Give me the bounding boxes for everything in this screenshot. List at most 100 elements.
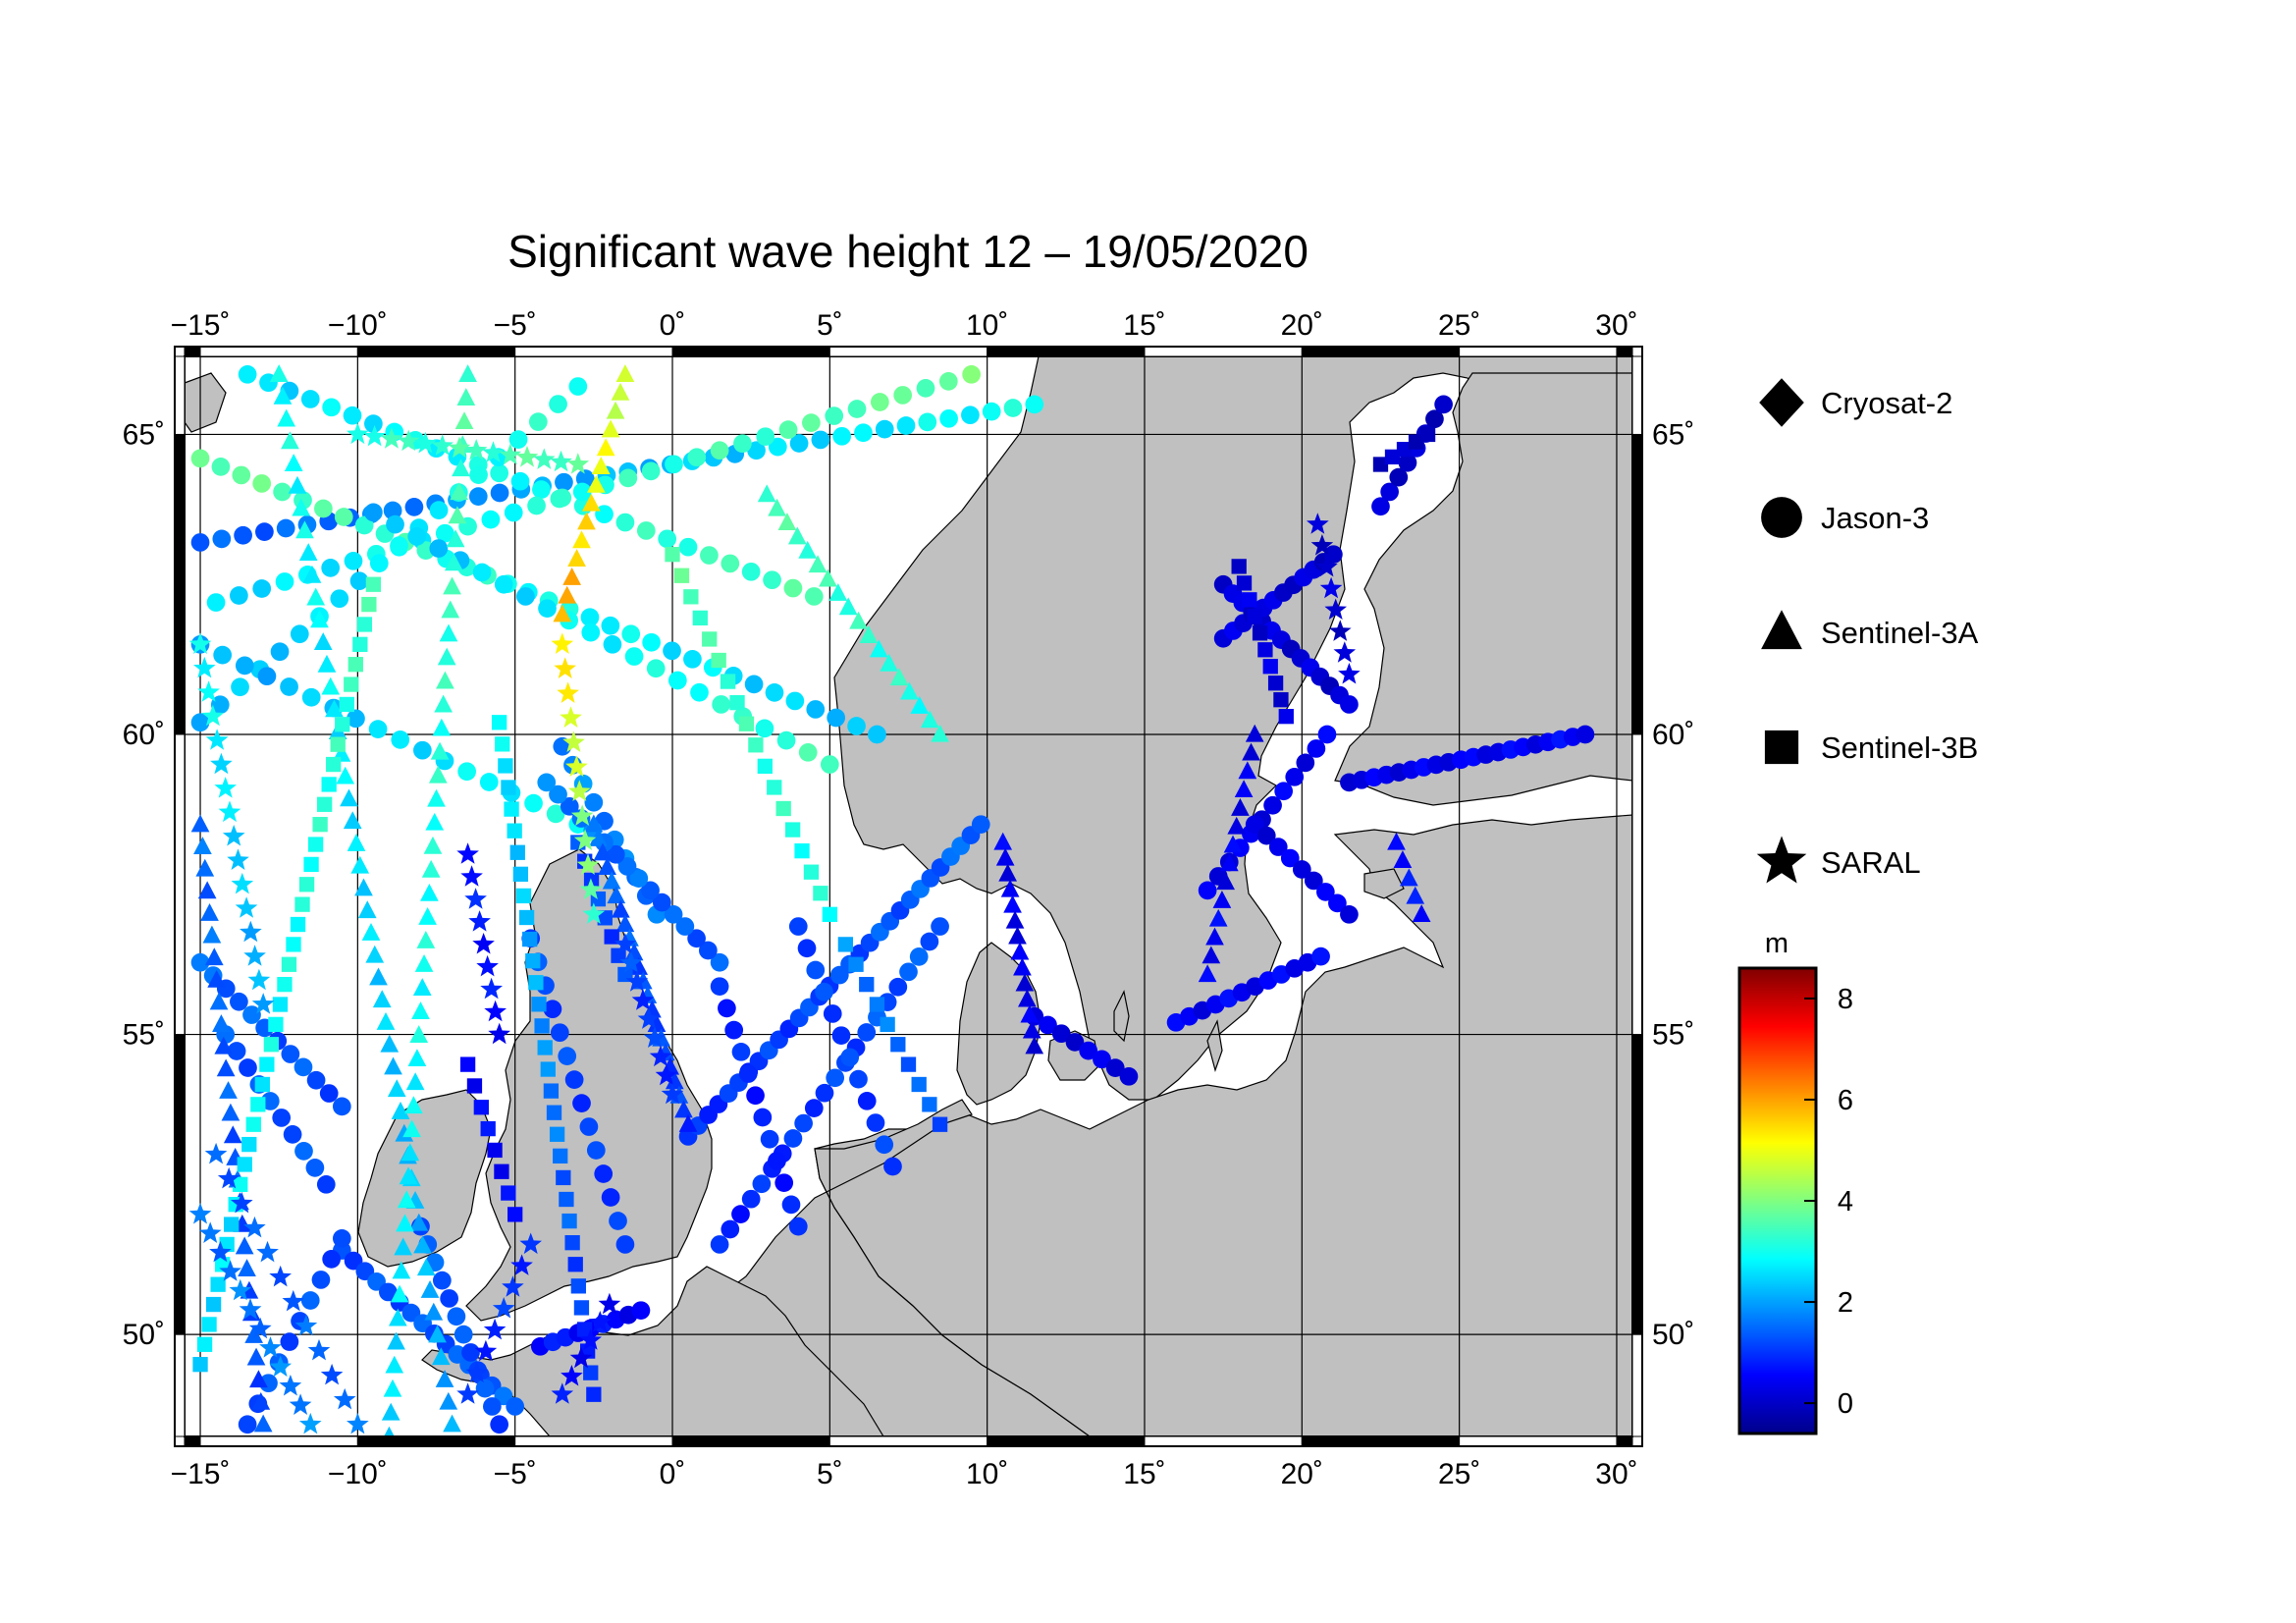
track-point <box>588 1311 612 1332</box>
track-point <box>665 455 683 474</box>
frame-band-bottom <box>671 1435 830 1447</box>
track-point <box>504 503 523 522</box>
track-point <box>995 847 1015 866</box>
track-point <box>1008 926 1027 945</box>
track-point <box>397 1190 416 1209</box>
track-point <box>518 909 535 926</box>
track-point <box>1434 395 1453 414</box>
track-point <box>567 1257 583 1272</box>
lon-tick-label-bottom: 25˚ <box>1438 1458 1480 1490</box>
track-point <box>472 933 495 954</box>
track-point <box>246 1347 266 1366</box>
lon-tick-label-top: 5˚ <box>817 309 843 342</box>
track-point <box>480 1120 496 1137</box>
track-point <box>490 463 509 483</box>
track-point <box>330 589 349 609</box>
track-point <box>570 804 594 826</box>
track-point <box>457 762 476 782</box>
track-point <box>731 1042 751 1061</box>
track-point <box>197 680 220 702</box>
track-point <box>492 1297 515 1319</box>
track-point <box>576 853 600 875</box>
track-point <box>564 1070 584 1089</box>
track-point <box>394 1237 413 1256</box>
track-point <box>450 482 469 501</box>
track-point <box>753 1108 773 1127</box>
legend-item-sentinel-3a: Sentinel-3A <box>1761 610 1979 650</box>
lon-tick-label-bottom: 20˚ <box>1281 1458 1323 1490</box>
track-point <box>712 695 730 714</box>
track-point <box>458 364 477 382</box>
track-point <box>568 780 591 801</box>
track-point <box>290 624 309 644</box>
track-point <box>472 563 492 582</box>
lon-tick-label-bottom: −5˚ <box>494 1458 537 1490</box>
track-point <box>765 683 784 702</box>
lon-tick-label-top: 10˚ <box>966 309 1008 342</box>
track-point <box>1234 780 1254 798</box>
lat-tick-label-left: 55˚ <box>123 1019 165 1052</box>
track-point <box>286 937 301 952</box>
track-point <box>501 780 516 795</box>
track-point <box>459 1056 476 1072</box>
track-point <box>365 576 382 592</box>
track-point <box>219 1236 235 1253</box>
land-france <box>421 1266 885 1437</box>
track-point <box>476 954 499 977</box>
track-point <box>890 1037 906 1053</box>
lat-tick-label-right: 65˚ <box>1652 418 1694 451</box>
track-point <box>235 1236 254 1255</box>
track-point <box>1119 1066 1139 1086</box>
track-point <box>322 1250 341 1269</box>
track-point <box>376 1012 396 1030</box>
track-point <box>205 729 229 750</box>
track-point <box>561 1365 583 1386</box>
track-point <box>562 567 581 585</box>
colorbar: m 0 2 4 6 8 <box>1737 928 1853 1435</box>
track-jason-3 <box>1245 815 1359 924</box>
track-point <box>483 1397 502 1416</box>
track-point <box>971 815 990 835</box>
frame-band-bottom <box>199 1435 358 1447</box>
frame-band-right <box>1631 433 1643 735</box>
track-point <box>448 436 471 459</box>
track-point <box>431 434 454 456</box>
track-point <box>240 920 262 943</box>
track-point <box>326 756 342 773</box>
track-jason-3 <box>678 815 990 1146</box>
track-point <box>900 681 919 700</box>
track-point <box>190 952 210 972</box>
track-point <box>916 379 935 398</box>
track-point <box>637 1007 661 1029</box>
track-point <box>369 967 388 986</box>
track-point <box>606 401 625 419</box>
track-point <box>344 551 363 570</box>
track-point <box>456 388 476 406</box>
track-point <box>444 553 463 571</box>
track-point <box>889 668 909 686</box>
legend-label: Cryosat-2 <box>1821 386 1952 420</box>
track-point <box>594 1164 614 1183</box>
track-point <box>232 465 251 485</box>
track-point <box>190 713 210 732</box>
track-point <box>196 1336 213 1352</box>
track-sentinel-3b <box>459 1056 523 1222</box>
track-point <box>939 408 958 428</box>
track-point <box>586 1386 602 1402</box>
track-point <box>1328 620 1352 641</box>
track-point <box>560 796 579 816</box>
track-point <box>440 1289 458 1308</box>
track-point <box>601 419 620 438</box>
track-point <box>553 1148 568 1164</box>
track-point <box>524 793 543 813</box>
track-point <box>259 1336 282 1358</box>
legend-label: SARAL <box>1821 845 1921 880</box>
track-point <box>531 997 547 1012</box>
track-point <box>316 796 333 812</box>
track-point <box>212 1014 231 1033</box>
track-point <box>282 1289 305 1312</box>
track-point <box>252 579 272 598</box>
track-point <box>837 937 854 952</box>
map-frame <box>174 346 1643 1447</box>
frame-band-top <box>1301 346 1461 357</box>
